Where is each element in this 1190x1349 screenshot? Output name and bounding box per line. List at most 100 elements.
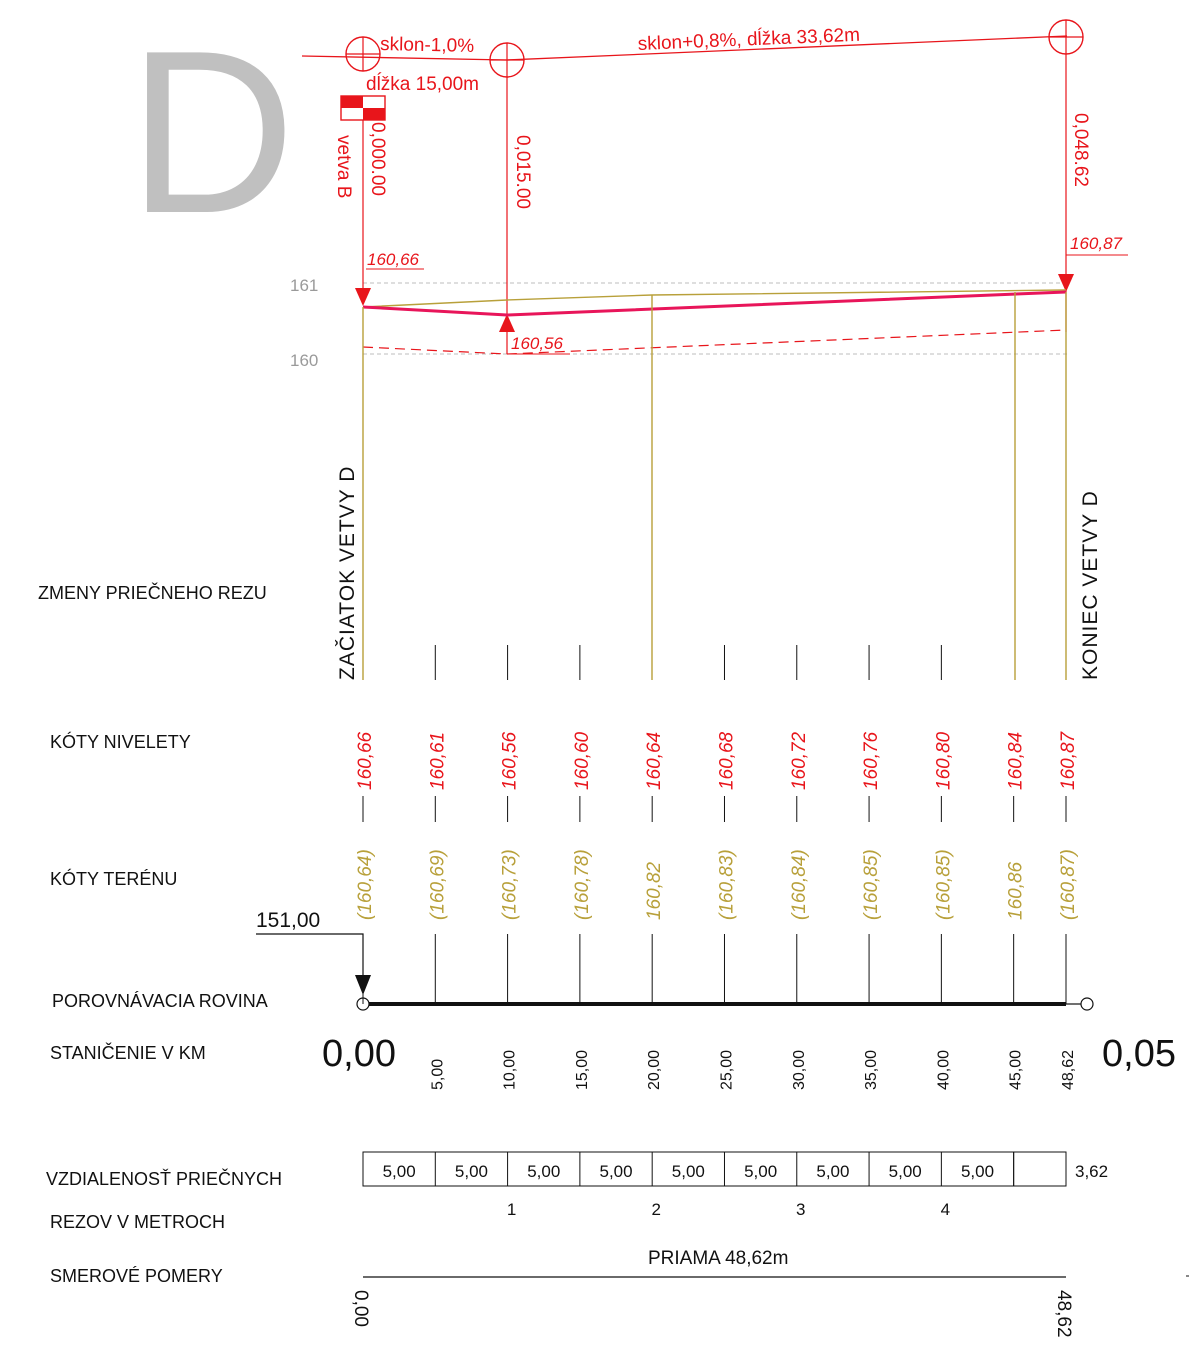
station-label: 10,00: [502, 1050, 519, 1090]
station-column: 160,72 (160,84) 30,00: [789, 645, 810, 1090]
spacing-value-last: 3,62: [1075, 1162, 1108, 1181]
station-column: 160,61 (160,69) 5,00: [427, 645, 448, 1090]
alignment-start-label: 0,00: [350, 1290, 371, 1327]
spacing-value: 5,00: [816, 1162, 849, 1181]
terrain-level-label: (160,84): [789, 849, 810, 920]
terrain-line: [362, 289, 1067, 308]
terrain-level-label: 160,86: [1006, 861, 1027, 920]
grade-line-segment-1: [301, 55, 508, 61]
row-label-distance-2: REZOV V METROCH: [50, 1212, 225, 1232]
spacing-value: 5,00: [599, 1162, 632, 1181]
branch-note-label: vetva B: [333, 135, 354, 198]
station-label: 45,00: [1008, 1050, 1025, 1090]
terrain-level-label: (160,73): [500, 849, 521, 920]
elevation-arrow-1: [355, 288, 371, 306]
branch-end-label: KONIEC VETVY D: [1079, 490, 1102, 680]
datum-end-node: [1080, 997, 1094, 1011]
grade-line-segment-2: [506, 35, 1068, 61]
km-end-label: 0,05: [1102, 1033, 1176, 1075]
station-label: 40,00: [935, 1050, 952, 1090]
station-label: 5,00: [429, 1059, 446, 1090]
station-columns: 160,66 (160,64) 160,61 (160,69) 5,00 160,56 (1…: [355, 645, 1079, 1090]
elevation-callout-2: 160,56: [511, 334, 564, 353]
elevation-arrow-3: [1058, 274, 1074, 292]
cross-section-number: 1: [507, 1200, 516, 1219]
station-label: 25,00: [718, 1050, 735, 1090]
grade-level-label: 160,80: [933, 731, 954, 790]
grade-level-label: 160,61: [427, 732, 448, 790]
spacing-value: 5,00: [744, 1162, 777, 1181]
grade-level-label: 160,60: [572, 731, 593, 790]
elevation-callout-1: 160,66: [367, 250, 420, 269]
terrain-level-label: (160,85): [933, 849, 954, 920]
station-label: 30,00: [791, 1050, 808, 1090]
terrain-level-label: (160,69): [427, 849, 448, 920]
station-column: 160,66 (160,64): [355, 731, 376, 1004]
spacing-value: 5,00: [672, 1162, 705, 1181]
branch-letter: D: [128, 3, 296, 262]
station-column: 160,60 (160,78) 15,00: [572, 645, 593, 1090]
row-label-datum: POROVNÁVACIA ROVINA: [52, 991, 268, 1011]
grade-line: [362, 290, 1067, 317]
branch-start-label: ZAČIATOK VETVY D: [336, 466, 359, 680]
row-label-distance-1: VZDIALENOSŤ PRIEČNYCH: [46, 1168, 282, 1189]
elevation-tick-160: 160: [290, 351, 318, 370]
subgrade-dashed-line: [362, 329, 1067, 355]
grade-level-label: 160,66: [355, 731, 376, 790]
spacing-value: 5,00: [961, 1162, 994, 1181]
row-label-terrain-levels: KÓTY TERÉNU: [50, 868, 177, 889]
vertex-marker-1: [345, 36, 381, 72]
datum-leader: [256, 933, 364, 976]
elevation-callout-3: 160,87: [1070, 234, 1123, 253]
terrain-level-label: 160,82: [644, 861, 665, 920]
terrain-level-label: (160,85): [861, 849, 882, 920]
spacing-value: 5,00: [527, 1162, 560, 1181]
elevation-arrow-2: [499, 314, 515, 332]
grade-level-label: 160,64: [644, 732, 665, 790]
vertex-marker-2: [489, 42, 525, 78]
branch-junction-marker: [340, 95, 386, 121]
grade-level-label: 160,84: [1006, 732, 1027, 790]
terrain-level-label: (160,78): [572, 849, 593, 920]
chainage-label-1: 0,000.00: [367, 122, 388, 196]
length-label-1: dĺžka 15,00m: [366, 73, 479, 95]
grade-level-label: 160,76: [861, 731, 882, 790]
spacing-cells: 5,00 5,00 5,00 5,00 5,00 5,00 5,00 5,00 5,00 3,62…: [383, 1152, 1108, 1219]
spacing-value: 5,00: [383, 1162, 416, 1181]
station-column: 160,80 (160,85) 40,00: [933, 645, 954, 1090]
station-column: 160,68 (160,83) 25,00: [716, 645, 737, 1090]
station-column: 160,87 (160,87) 48,62: [1058, 730, 1079, 1090]
station-label: 48,62: [1060, 1050, 1077, 1090]
grade-level-label: 160,87: [1058, 730, 1079, 790]
station-column: 160,84 160,86 45,00: [1006, 732, 1027, 1090]
datum-value: 151,00: [256, 909, 320, 932]
station-label: 20,00: [646, 1050, 663, 1090]
spacing-value: 5,00: [455, 1162, 488, 1181]
elevation-tick-161: 161: [290, 276, 318, 295]
km-start-label: 0,00: [322, 1033, 396, 1075]
terrain-level-label: (160,64): [355, 849, 376, 920]
vertex-marker-3: [1048, 19, 1084, 55]
slope-length-label-2: sklon+0,8%, dĺžka 33,62m: [637, 24, 860, 55]
spacing-value: 5,00: [889, 1162, 922, 1181]
station-label: 15,00: [574, 1050, 591, 1090]
cross-section-number: 4: [941, 1200, 950, 1219]
station-column: 160,56 (160,73) 10,00: [500, 645, 521, 1090]
cross-section-number: 3: [796, 1200, 805, 1219]
station-column: 160,64 160,82 20,00: [644, 732, 665, 1090]
station-column: 160,76 (160,85) 35,00: [861, 645, 882, 1090]
row-label-cross-section-changes: ZMENY PRIEČNEHO REZU: [38, 582, 267, 603]
spacing-table: [362, 1151, 1067, 1187]
grade-level-label: 160,68: [716, 731, 737, 790]
row-label-stationing: STANIČENIE V KM: [50, 1042, 206, 1063]
alignment-label: PRIAMA 48,62m: [648, 1248, 788, 1269]
grade-level-label: 160,72: [789, 731, 810, 790]
slope-label-1: sklon-1,0%: [380, 34, 475, 57]
grade-level-label: 160,56: [500, 731, 521, 790]
terrain-level-label: (160,87): [1058, 849, 1079, 920]
station-label: 35,00: [863, 1050, 880, 1090]
chainage-label-2: 0,015.00: [512, 135, 533, 209]
chainage-label-3: 0,048.62: [1070, 113, 1091, 187]
alignment-end-label: 48,62: [1053, 1290, 1074, 1338]
